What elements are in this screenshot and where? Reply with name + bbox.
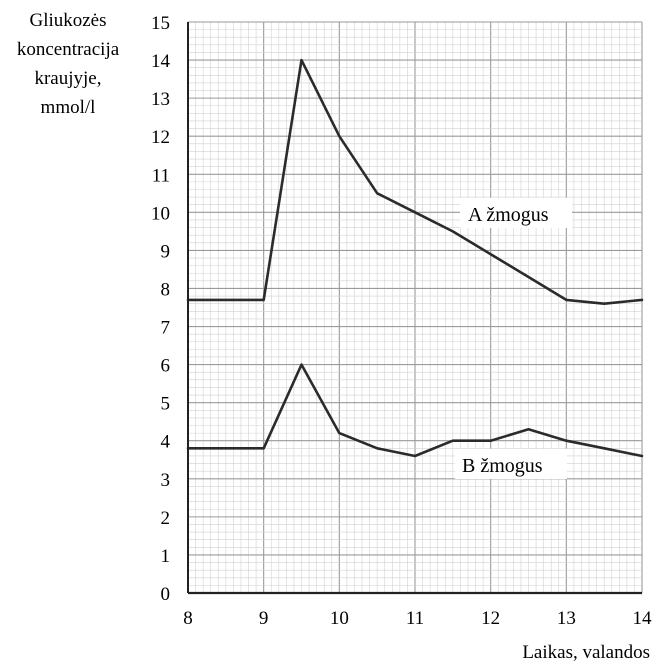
series-label-a: A žmogus <box>468 204 549 226</box>
y-tick-label: 7 <box>161 318 171 339</box>
y-tick-label: 10 <box>151 203 170 224</box>
y-tick-label: 8 <box>161 279 171 300</box>
y-axis-title: Gliukozės koncentracija kraujyje, mmol/l <box>17 10 120 118</box>
y-axis-title-line-4: mmol/l <box>41 97 96 118</box>
y-tick-label: 5 <box>161 394 171 415</box>
grid <box>187 21 643 594</box>
y-tick-label: 11 <box>152 165 170 186</box>
y-tick-label: 3 <box>161 470 171 491</box>
x-axis-title: Laikas, valandos <box>522 642 650 663</box>
y-tick-label: 1 <box>161 546 171 567</box>
y-tick-label: 2 <box>161 508 171 529</box>
x-tick-label: 11 <box>406 608 424 629</box>
y-axis-title-line-2: koncentracija <box>17 39 120 60</box>
series-line-a <box>186 58 644 306</box>
y-tick-label: 12 <box>151 127 170 148</box>
axes <box>187 22 642 595</box>
x-tick-label: 13 <box>557 608 576 629</box>
y-tick-label: 9 <box>161 241 171 262</box>
y-tick-label: 13 <box>151 89 170 110</box>
series-labels: A žmogus B žmogus <box>455 198 572 479</box>
series-label-b: B žmogus <box>462 455 543 477</box>
series-lines <box>186 58 644 458</box>
y-axis-title-line-3: kraujyje, <box>34 68 101 89</box>
series-label-b-bg <box>455 449 567 479</box>
series-line-b <box>186 363 644 458</box>
y-tick-label: 14 <box>151 51 171 72</box>
x-tick-label: 12 <box>481 608 500 629</box>
x-tick-label: 10 <box>330 608 349 629</box>
series-label-a-bg <box>460 198 572 228</box>
x-tick-label: 14 <box>633 608 653 629</box>
x-tick-label: 8 <box>183 608 193 629</box>
y-axis-title-line-1: Gliukozės <box>29 10 106 31</box>
y-tick-label: 0 <box>161 584 171 605</box>
x-tick-label: 9 <box>259 608 269 629</box>
y-tick-label: 4 <box>161 432 171 453</box>
y-tick-label: 6 <box>161 356 171 377</box>
y-tick-label: 15 <box>151 13 170 34</box>
